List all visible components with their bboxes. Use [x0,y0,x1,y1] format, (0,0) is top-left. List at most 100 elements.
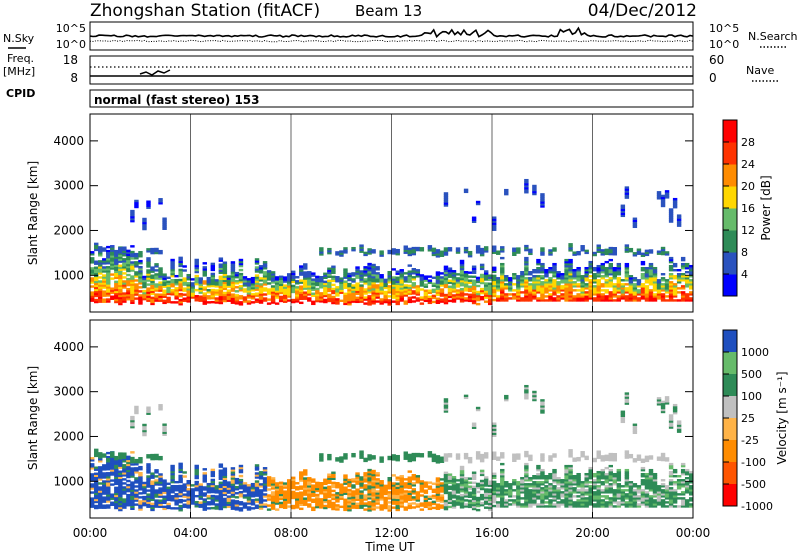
velocity-cell [652,479,658,482]
power-cell [487,276,493,279]
velocity-cell [266,484,272,487]
velocity-cell [258,501,264,504]
velocity-cell [451,484,457,487]
velocity-cell [114,506,119,510]
power-cell [194,258,199,262]
velocity-cell [648,481,654,484]
velocity-cell [407,494,412,498]
power-cell [664,194,670,197]
velocity-cell [572,479,577,482]
power-cell [190,288,195,291]
power-cell [572,281,577,284]
power-cell [560,295,565,298]
power-cell [319,251,324,254]
velocity-cell [483,492,489,495]
power-cell [150,278,155,281]
power-cell [355,292,360,295]
power-cell [371,269,376,273]
power-cell [114,296,119,300]
velocity-cell [170,488,175,492]
velocity-cell [411,496,417,499]
power-cell [106,284,111,287]
velocity-cell [282,498,288,501]
power-cell [439,290,445,293]
velocity-cell [331,493,336,497]
power-cell [266,278,272,281]
velocity-cell [371,496,376,499]
power-cell [375,266,380,269]
velocity-cell [262,483,268,486]
velocity-cell [479,457,485,461]
velocity-cell [395,458,400,462]
velocity-cell [588,489,593,492]
velocity-cell [419,504,425,507]
velocity-cell [568,470,573,474]
power-cell [106,262,111,265]
power-cell [544,291,549,294]
power-cell [668,208,674,211]
velocity-cell [311,484,316,487]
power-cell [660,248,666,252]
velocity-cell [532,491,537,494]
power-cell [170,285,175,288]
power-cell [114,282,119,286]
velocity-cell [580,451,585,454]
power-cell [624,190,630,193]
velocity-cell [335,486,340,489]
power-cell [471,275,477,279]
power-cell [475,284,481,288]
power-cell [375,284,380,287]
power-cell [303,273,308,276]
velocity-cell [431,459,437,463]
power-cell [419,278,425,281]
power-cell [182,297,187,300]
power-cell [258,267,264,270]
power-cell [130,275,135,278]
velocity-cell [347,490,352,494]
power-cell [496,285,501,288]
power-cell [548,271,553,274]
velocity-cell [202,500,207,503]
velocity-cell [632,483,638,486]
velocity-cell [467,485,473,488]
velocity-cell [403,455,408,458]
power-cell [126,259,131,263]
power-cell [250,295,256,298]
velocity-cell [391,502,396,505]
power-cell [584,299,589,302]
power-cell [411,284,417,287]
power-cell [130,213,135,217]
power-cell [118,302,123,306]
velocity-cell [266,494,272,497]
velocity-cell [443,455,449,458]
power-cell [471,291,477,295]
power-cell [640,287,646,290]
power-cell [262,267,268,270]
power-cell [319,253,324,256]
power-cell [371,267,376,271]
velocity-cell [102,476,107,479]
power-cell [672,203,678,207]
velocity-cell [584,501,589,504]
velocity-cell [644,477,650,480]
velocity-cell [355,480,360,483]
velocity-cell [616,505,622,508]
power-cell [616,297,622,300]
velocity-cell [564,505,569,508]
velocity-cell [516,487,521,490]
power-cell [286,277,292,280]
velocity-cell [286,487,292,490]
power-cell [142,293,147,297]
power-cell [467,299,473,303]
power-cell [130,289,135,292]
velocity-cell [254,468,260,471]
velocity-cell [592,457,597,461]
velocity-cell [110,473,115,476]
power-cell [114,286,119,290]
power-cell [640,291,646,294]
power-cell [668,275,674,278]
power-cell [299,291,304,294]
power-cell [399,295,404,298]
power-cell [106,270,111,273]
noise-right-tick-top: 10^5 [709,22,739,35]
